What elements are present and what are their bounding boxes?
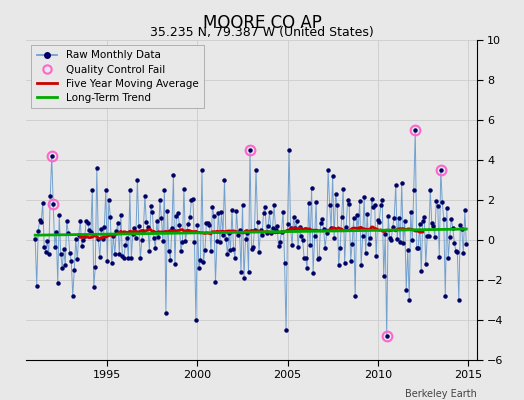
Text: Berkeley Earth: Berkeley Earth	[405, 389, 477, 399]
Text: 35.235 N, 79.387 W (United States): 35.235 N, 79.387 W (United States)	[150, 26, 374, 39]
Text: MOORE CO AP: MOORE CO AP	[203, 14, 321, 32]
Y-axis label: Temperature Anomaly (°C): Temperature Anomaly (°C)	[523, 126, 524, 274]
Legend: Raw Monthly Data, Quality Control Fail, Five Year Moving Average, Long-Term Tren: Raw Monthly Data, Quality Control Fail, …	[31, 45, 204, 108]
